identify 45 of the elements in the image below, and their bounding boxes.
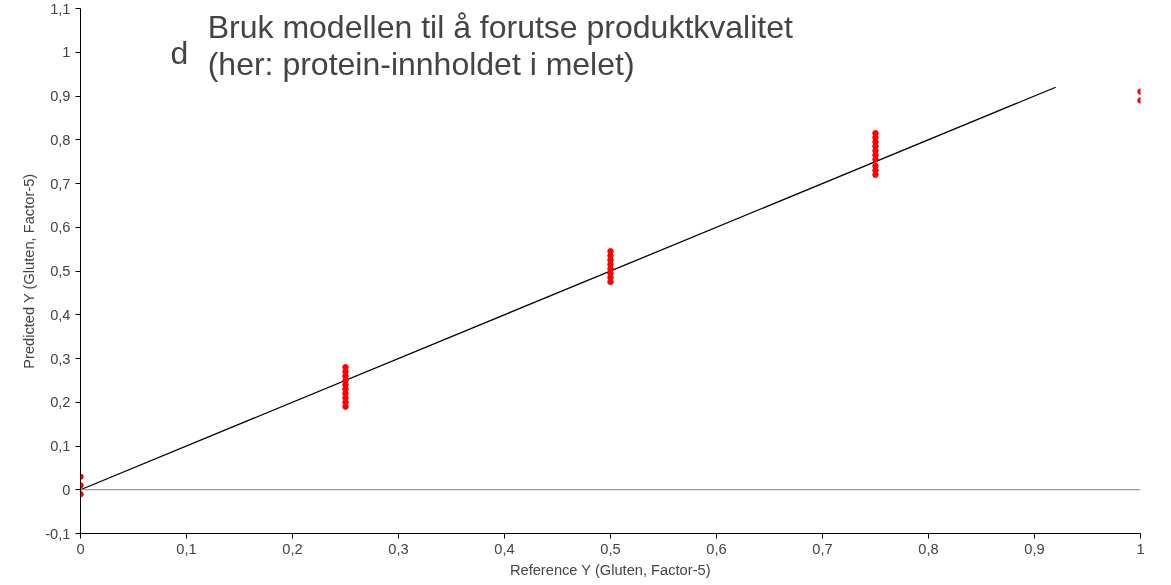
x-tick-label: 0,9 — [1024, 540, 1045, 557]
y-tick-label: 0,9 — [50, 88, 71, 104]
point — [872, 138, 879, 146]
x-tick-label: 1 — [1136, 540, 1145, 557]
point — [342, 394, 349, 402]
point — [342, 377, 349, 384]
x-tick-label: 0,2 — [282, 540, 303, 557]
point — [607, 248, 614, 255]
point — [342, 372, 349, 380]
y-tick-label: -0,1 — [45, 525, 71, 542]
y-tick-label: 0 — [62, 481, 71, 498]
point — [872, 156, 879, 163]
y-tick-label: 0,3 — [50, 350, 71, 367]
point — [872, 167, 879, 174]
point — [607, 278, 614, 286]
point — [342, 364, 349, 371]
y-tick-label: 0,5 — [50, 263, 71, 279]
y-tick-label: 0,6 — [50, 219, 71, 236]
point — [342, 399, 349, 406]
y-tick-label: 0,8 — [50, 131, 71, 148]
y-axis-title: Predicted Y (Gluten, Factor-5) — [21, 173, 38, 369]
point — [872, 171, 879, 178]
text: (her: protein-innholdet i melet) — [207, 45, 635, 82]
y-tick-label: 1,1 — [50, 0, 71, 17]
x-tick-label: 0,6 — [706, 540, 727, 557]
point — [607, 261, 614, 268]
x-axis-title: Reference Y (Gluten, Factor-5) — [509, 561, 711, 578]
annotation: d — [170, 34, 189, 71]
point — [872, 129, 879, 137]
x-tick-label: 0,8 — [918, 540, 939, 557]
x-tick-label: 0,5 — [600, 540, 621, 557]
point — [872, 143, 879, 150]
chart-title: Bruk modellen til å forutse produktkvalitet — [207, 8, 793, 45]
x-tick-label: 0,3 — [388, 540, 409, 557]
x-tick-label: 0 — [76, 540, 85, 557]
x-tick-label: 0,1 — [176, 540, 197, 557]
y-tick-label: 1 — [62, 44, 71, 61]
y-tick-label: 0,2 — [50, 394, 71, 411]
y-tick-label: 0,1 — [50, 438, 71, 454]
x-tick-label: 0,7 — [812, 540, 833, 557]
y-tick-label: 0,4 — [50, 306, 71, 323]
point — [342, 381, 349, 388]
y-tick-label: 0,7 — [50, 175, 71, 192]
x-tick-label: 0,4 — [494, 540, 515, 557]
point — [872, 162, 879, 170]
